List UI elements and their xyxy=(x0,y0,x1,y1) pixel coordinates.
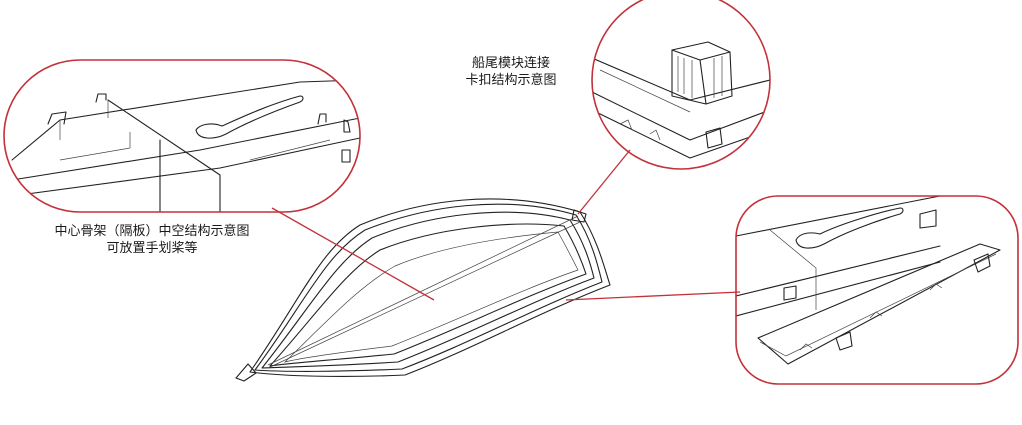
tail-connector-label: 船尾模块连接 卡扣结构示意图 xyxy=(452,55,570,89)
tail-connector-label-line2: 卡扣结构示意图 xyxy=(465,73,557,88)
callout-tail-connector xyxy=(591,0,771,170)
leader-lines xyxy=(271,149,741,301)
leader-tail-connector xyxy=(577,149,631,215)
callout-partition-panel xyxy=(735,195,1019,385)
center-frame-label-line2: 可放置手划桨等 xyxy=(106,241,198,256)
center-frame-label-line1: 中心骨架（隔板）中空结构示意图 xyxy=(54,224,250,239)
boat-hull xyxy=(235,198,611,382)
leader-center-frame xyxy=(271,207,435,301)
callout-center-frame xyxy=(3,59,361,213)
center-frame-label: 中心骨架（隔板）中空结构示意图 可放置手划桨等 xyxy=(34,223,270,257)
tail-connector-label-line1: 船尾模块连接 xyxy=(471,56,550,71)
leader-partition-panel xyxy=(565,291,741,301)
